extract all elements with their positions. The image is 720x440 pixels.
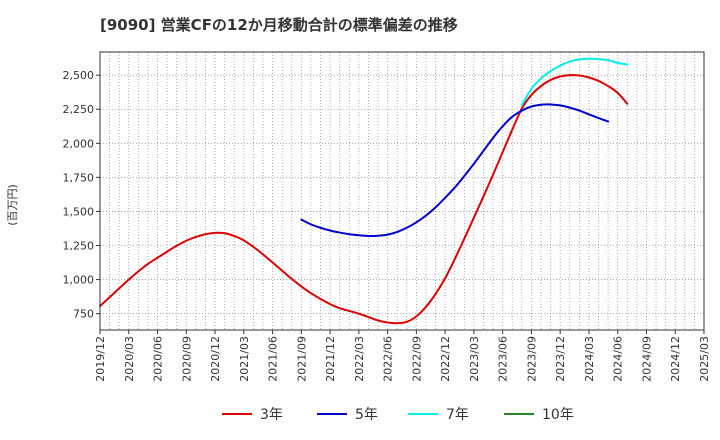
y-tick-label: 2,250	[63, 103, 95, 116]
x-tick-label: 2021/03	[238, 336, 251, 382]
series-line-2	[300, 103, 610, 237]
x-tick-label: 2020/12	[209, 336, 222, 382]
x-tick-label: 2025/03	[698, 336, 711, 382]
y-axis-ticks: 750 1,000 1,250 1,500 1,750 2,000 2,250 2,500	[63, 69, 100, 321]
x-tick-label: 2024/12	[669, 336, 682, 382]
x-tick-label: 2020/09	[180, 336, 193, 382]
legend: 3年 5年 7年 10年	[222, 407, 574, 423]
x-tick-label: 2023/03	[468, 336, 481, 382]
x-tick-label: 2022/03	[353, 336, 366, 382]
series-lines	[99, 57, 629, 325]
x-tick-label: 2021/12	[324, 336, 337, 382]
x-tick-label: 2022/06	[382, 336, 395, 382]
legend-label: 10年	[542, 407, 574, 423]
legend-label: 5年	[355, 407, 378, 423]
y-tick-label: 1,000	[63, 274, 95, 287]
x-tick-label: 2022/12	[439, 336, 452, 382]
x-tick-label: 2024/06	[612, 336, 625, 382]
y-tick-label: 1,500	[63, 205, 95, 218]
series-line-1	[99, 74, 629, 325]
x-tick-label: 2020/06	[152, 336, 165, 382]
chart-title: [9090] 営業CFの12か月移動合計の標準偏差の推移	[100, 16, 458, 34]
x-axis-ticks: 2019/12 2020/03 2020/06 2020/09 2020/12 2021/…	[94, 330, 711, 382]
x-tick-label: 2023/06	[497, 336, 510, 382]
x-tick-label: 2021/06	[267, 336, 280, 382]
plot-area	[99, 51, 705, 331]
legend-label: 7年	[446, 407, 469, 423]
x-tick-label: 2023/12	[554, 336, 567, 382]
x-tick-label: 2024/03	[583, 336, 596, 382]
x-tick-label: 2023/09	[525, 336, 538, 382]
x-tick-label: 2021/09	[295, 336, 308, 382]
y-tick-label: 2,500	[63, 69, 95, 82]
y-tick-label: 1,250	[63, 240, 95, 253]
y-tick-label: 1,750	[63, 171, 95, 184]
legend-label: 3年	[260, 407, 283, 423]
x-tick-label: 2019/12	[94, 336, 107, 382]
x-tick-label: 2020/03	[123, 336, 136, 382]
y-axis-title: (百万円)	[6, 184, 19, 226]
y-tick-label: 750	[73, 308, 94, 321]
series-line-3	[520, 57, 629, 107]
y-tick-label: 2,000	[63, 137, 95, 150]
grid	[99, 52, 705, 330]
x-tick-label: 2022/09	[410, 336, 423, 382]
x-tick-label: 2024/09	[640, 336, 653, 382]
